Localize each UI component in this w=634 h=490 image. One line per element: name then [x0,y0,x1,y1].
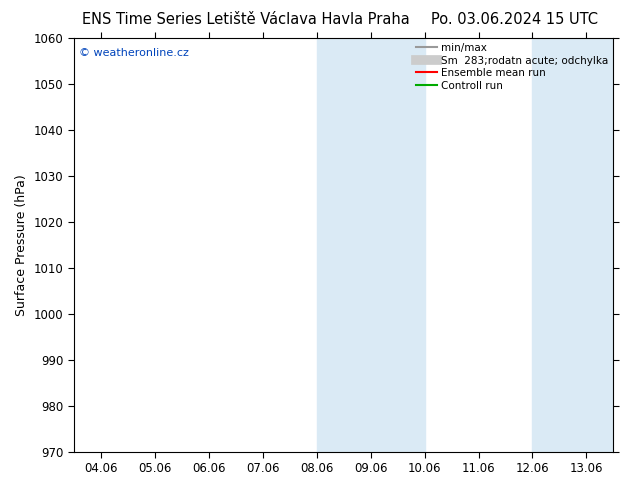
Text: ENS Time Series Letiště Václava Havla Praha: ENS Time Series Letiště Václava Havla Pr… [82,12,410,27]
Text: © weatheronline.cz: © weatheronline.cz [79,48,189,58]
Legend: min/max, Sm  283;rodatn acute; odchylka, Ensemble mean run, Controll run: min/max, Sm 283;rodatn acute; odchylka, … [414,41,611,93]
Y-axis label: Surface Pressure (hPa): Surface Pressure (hPa) [15,174,28,316]
Text: Po. 03.06.2024 15 UTC: Po. 03.06.2024 15 UTC [431,12,598,27]
Bar [533,38,614,452]
Bar [316,38,425,452]
